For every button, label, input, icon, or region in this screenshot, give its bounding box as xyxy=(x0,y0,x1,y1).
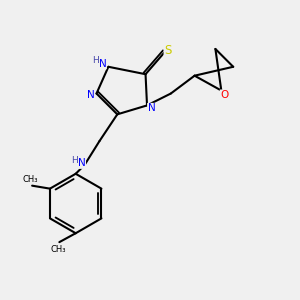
Text: H: H xyxy=(92,56,98,65)
Text: CH₃: CH₃ xyxy=(50,245,66,254)
Text: N: N xyxy=(99,59,106,69)
Text: H: H xyxy=(71,156,78,165)
Text: O: O xyxy=(220,90,228,100)
Text: S: S xyxy=(164,44,172,57)
Text: N: N xyxy=(87,90,94,100)
Text: N: N xyxy=(78,158,86,168)
Text: CH₃: CH₃ xyxy=(23,175,38,184)
Text: N: N xyxy=(148,103,155,113)
